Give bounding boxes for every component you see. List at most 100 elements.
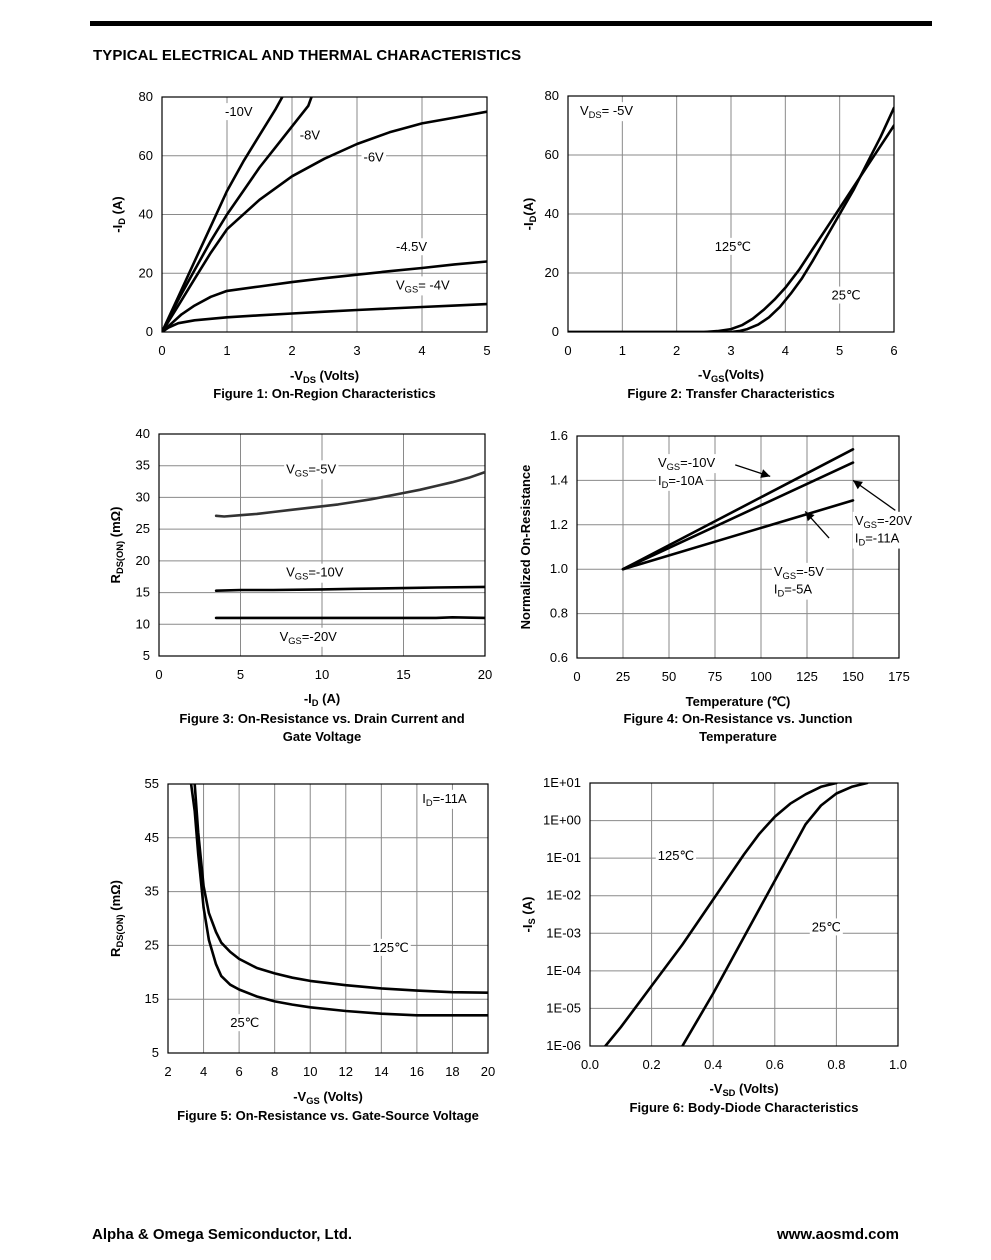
fig2-chart: 0 1 2 3 4 5 6020406080-VGS(Volts)-ID(A)Figure … bbox=[521, 88, 898, 401]
plot-frame bbox=[167, 783, 489, 1054]
figure-caption: Figure 3: On-Resistance vs. Drain Curren… bbox=[179, 711, 464, 726]
text-part: D bbox=[426, 798, 433, 808]
y-tick-label: 20 bbox=[545, 265, 559, 280]
x-tick-label: 4 bbox=[418, 343, 425, 358]
x-tick-label: 0 bbox=[155, 667, 162, 682]
y-tick-label: 35 bbox=[136, 458, 150, 473]
series-line bbox=[621, 448, 855, 571]
annotation-bg bbox=[852, 511, 915, 531]
x-tick-label: 10 bbox=[303, 1064, 317, 1079]
x-tick-label: 3 bbox=[727, 343, 734, 358]
footer-company: Alpha & Omega Semiconductor, Ltd. bbox=[92, 1226, 353, 1243]
x-tick-label: 2 bbox=[673, 343, 680, 358]
text-part: I bbox=[774, 582, 778, 597]
figure-caption: Figure 1: On-Region Characteristics bbox=[213, 386, 436, 401]
series-line bbox=[189, 784, 488, 1017]
x-tick-label: 175 bbox=[888, 669, 910, 684]
y-axis-label: Normalized On-Resistance bbox=[518, 465, 533, 630]
text-part: -4.5V bbox=[396, 239, 427, 254]
x-tick-label: 1 bbox=[619, 343, 626, 358]
annotation-bg bbox=[394, 238, 430, 256]
annotation-bg bbox=[852, 529, 902, 549]
text-part: R bbox=[108, 573, 123, 583]
x-tick-label: 25 bbox=[616, 669, 630, 684]
annotation-label: ID=-11A bbox=[422, 791, 467, 808]
x-axis-label: -VGS (Volts) bbox=[293, 1089, 363, 1106]
text-part: =-10A bbox=[668, 473, 703, 488]
annotation-bg bbox=[420, 789, 470, 809]
y-tick-label: 0.6 bbox=[550, 650, 568, 665]
y-tick-label: 1.6 bbox=[550, 428, 568, 443]
y-tick-label: 5 bbox=[143, 648, 150, 663]
series-line bbox=[162, 97, 284, 332]
annotation-bg bbox=[277, 627, 340, 647]
x-tick-label: 0 bbox=[573, 669, 580, 684]
text-part: -V bbox=[293, 1089, 306, 1104]
annotation-bg bbox=[284, 563, 346, 583]
text-part: (mΩ) bbox=[108, 507, 123, 541]
annotation-label: VGS=-20V bbox=[280, 629, 338, 646]
text-part: I bbox=[422, 791, 426, 806]
plot-frame bbox=[158, 433, 486, 657]
x-axis-label: -VGS(Volts) bbox=[698, 367, 764, 384]
annotation-label: 125℃ bbox=[658, 848, 694, 863]
text-part: GS bbox=[864, 520, 878, 530]
y-tick-label: 1E-04 bbox=[546, 963, 581, 978]
text-part: V bbox=[658, 455, 667, 470]
arrow-head bbox=[760, 469, 771, 478]
text-part: = -4V bbox=[418, 277, 450, 292]
text-part: -V bbox=[709, 1081, 722, 1096]
x-tick-label: 125 bbox=[796, 669, 818, 684]
y-tick-label: 1E-06 bbox=[546, 1038, 581, 1053]
annotation-bg bbox=[712, 237, 753, 255]
series-line bbox=[162, 302, 487, 332]
annotation-label: 25℃ bbox=[812, 919, 841, 934]
x-axis-label: Temperature (℃) bbox=[686, 694, 791, 709]
annotation-label: 25℃ bbox=[230, 1015, 259, 1030]
text-part: =-5A bbox=[784, 582, 812, 597]
y-tick-label: 1.0 bbox=[550, 561, 568, 576]
x-tick-label: 14 bbox=[374, 1064, 388, 1079]
text-part: (mΩ) bbox=[108, 880, 123, 914]
y-axis-label: RDS(ON) (mΩ) bbox=[108, 507, 125, 584]
text-part: (Volts) bbox=[735, 1081, 778, 1096]
x-tick-label: 0.2 bbox=[643, 1057, 661, 1072]
text-part: Normalized On-Resistance bbox=[518, 465, 533, 630]
text-part: GS bbox=[711, 374, 725, 384]
figure-caption: Figure 5: On-Resistance vs. Gate-Source … bbox=[177, 1108, 479, 1123]
x-tick-label: 3 bbox=[353, 343, 360, 358]
annotation-label: 25℃ bbox=[832, 288, 861, 303]
x-axis-label: -ID (A) bbox=[304, 691, 340, 708]
x-tick-label: 4 bbox=[782, 343, 789, 358]
text-part: =-20V bbox=[877, 513, 912, 528]
text-part: (A) bbox=[520, 897, 535, 919]
text-part: (A) bbox=[319, 691, 341, 706]
text-part: V bbox=[286, 461, 295, 476]
text-part: 25℃ bbox=[832, 288, 861, 303]
y-axis-label: -IS (A) bbox=[520, 897, 537, 933]
text-part: (Volts) bbox=[320, 1089, 363, 1104]
x-tick-label: 10 bbox=[315, 667, 329, 682]
x-tick-label: 6 bbox=[235, 1064, 242, 1079]
x-tick-label: 8 bbox=[271, 1064, 278, 1079]
text-part: GS bbox=[405, 284, 419, 294]
annotation-label: -10V bbox=[225, 104, 253, 119]
x-tick-label: 4 bbox=[200, 1064, 207, 1079]
y-tick-label: 80 bbox=[545, 88, 559, 103]
text-part: -I bbox=[521, 222, 536, 230]
text-part: 25℃ bbox=[812, 919, 841, 934]
y-tick-label: 1E+01 bbox=[543, 775, 581, 790]
annotation-label: VGS=-5V bbox=[286, 461, 336, 478]
footer-website[interactable]: www.aosmd.com bbox=[777, 1226, 899, 1243]
y-tick-label: 1E-05 bbox=[546, 1000, 581, 1015]
y-tick-label: 40 bbox=[136, 426, 150, 441]
x-tick-label: 12 bbox=[339, 1064, 353, 1079]
y-tick-label: 30 bbox=[136, 489, 150, 504]
annotation-label: VGS= -4V bbox=[396, 277, 450, 294]
text-part: D bbox=[662, 480, 669, 490]
annotation-label: VGS=-5V bbox=[774, 564, 824, 581]
x-tick-label: 0.8 bbox=[827, 1057, 845, 1072]
text-part: = -5V bbox=[602, 103, 634, 118]
y-tick-label: 15 bbox=[145, 991, 159, 1006]
